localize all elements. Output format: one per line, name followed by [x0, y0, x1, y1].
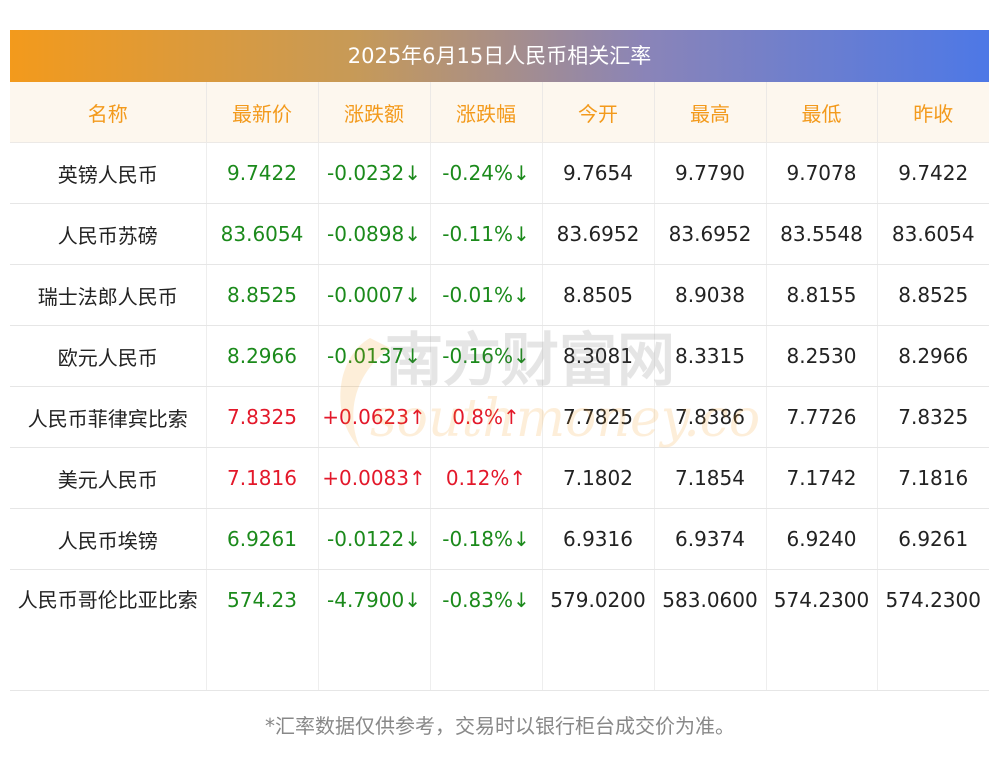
- row-change: -0.0898↓: [317, 203, 430, 265]
- row-name: 人民币哥伦比亚比索: [10, 569, 206, 691]
- row-low: 574.2300: [765, 569, 877, 691]
- footnote: *汇率数据仅供参考，交易时以银行柜台成交价为准。: [265, 714, 735, 738]
- table-row: 人民币埃镑 6.9261 -0.0122↓ -0.18%↓ 6.9316 6.9…: [10, 508, 989, 570]
- row-change-pct: 0.8%↑: [429, 386, 542, 448]
- row-high: 7.1854: [653, 447, 766, 509]
- table-row: 欧元人民币 8.2966 -0.0137↓ -0.16%↓ 8.3081 8.3…: [10, 325, 989, 387]
- row-open: 8.3081: [541, 325, 654, 387]
- rates-panel: 2025年6月15日人民币相关汇率 名称 最新价 涨跌额 涨跌幅 今开 最高 最…: [10, 30, 989, 691]
- row-high: 8.3315: [653, 325, 766, 387]
- row-low: 9.7078: [765, 142, 877, 204]
- row-change: +0.0623↑: [317, 386, 430, 448]
- row-low: 7.1742: [765, 447, 877, 509]
- row-latest: 83.6054: [205, 203, 318, 265]
- row-open: 8.8505: [541, 264, 654, 326]
- row-change: +0.0083↑: [317, 447, 430, 509]
- table-row: 人民币苏磅 83.6054 -0.0898↓ -0.11%↓ 83.6952 8…: [10, 203, 989, 265]
- table-row: 人民币菲律宾比索 7.8325 +0.0623↑ 0.8%↑ 7.7825 7.…: [10, 386, 989, 448]
- header-prev-close: 昨收: [876, 82, 989, 143]
- row-latest: 8.8525: [205, 264, 318, 326]
- row-open: 6.9316: [541, 508, 654, 570]
- row-latest: 9.7422: [205, 142, 318, 204]
- row-prev-close: 7.8325: [876, 386, 989, 448]
- table-row: 瑞士法郎人民币 8.8525 -0.0007↓ -0.01%↓ 8.8505 8…: [10, 264, 989, 326]
- row-prev-close: 83.6054: [876, 203, 989, 265]
- row-latest: 574.23: [205, 569, 318, 691]
- row-prev-close: 6.9261: [876, 508, 989, 570]
- row-open: 7.7825: [541, 386, 654, 448]
- row-prev-close: 8.8525: [876, 264, 989, 326]
- header-change-pct: 涨跌幅: [429, 82, 542, 143]
- row-change: -4.7900↓: [317, 569, 430, 691]
- row-latest: 7.1816: [205, 447, 318, 509]
- row-latest: 7.8325: [205, 386, 318, 448]
- table-title: 2025年6月15日人民币相关汇率: [10, 30, 989, 82]
- row-change-pct: -0.83%↓: [429, 569, 542, 691]
- row-change: -0.0122↓: [317, 508, 430, 570]
- row-open: 83.6952: [541, 203, 654, 265]
- row-change-pct: -0.24%↓: [429, 142, 542, 204]
- row-high: 8.9038: [653, 264, 766, 326]
- row-name: 人民币苏磅: [10, 203, 206, 265]
- row-name: 美元人民币: [10, 447, 206, 509]
- row-change-pct: -0.01%↓: [429, 264, 542, 326]
- row-prev-close: 574.2300: [876, 569, 989, 691]
- row-change: -0.0137↓: [317, 325, 430, 387]
- row-low: 8.8155: [765, 264, 877, 326]
- row-high: 6.9374: [653, 508, 766, 570]
- row-latest: 6.9261: [205, 508, 318, 570]
- row-name: 人民币埃镑: [10, 508, 206, 570]
- row-low: 8.2530: [765, 325, 877, 387]
- row-name: 英镑人民币: [10, 142, 206, 204]
- header-change: 涨跌额: [317, 82, 430, 143]
- row-open: 579.0200: [541, 569, 654, 691]
- row-prev-close: 8.2966: [876, 325, 989, 387]
- row-prev-close: 9.7422: [876, 142, 989, 204]
- row-latest: 8.2966: [205, 325, 318, 387]
- row-name: 人民币菲律宾比索: [10, 386, 206, 448]
- row-low: 6.9240: [765, 508, 877, 570]
- header-low: 最低: [765, 82, 877, 143]
- row-change-pct: -0.16%↓: [429, 325, 542, 387]
- row-name: 瑞士法郎人民币: [10, 264, 206, 326]
- table-row: 英镑人民币 9.7422 -0.0232↓ -0.24%↓ 9.7654 9.7…: [10, 142, 989, 204]
- row-high: 83.6952: [653, 203, 766, 265]
- row-change: -0.0232↓: [317, 142, 430, 204]
- row-high: 583.0600: [653, 569, 766, 691]
- header-open: 今开: [541, 82, 654, 143]
- row-open: 9.7654: [541, 142, 654, 204]
- row-change-pct: -0.18%↓: [429, 508, 542, 570]
- row-low: 83.5548: [765, 203, 877, 265]
- row-prev-close: 7.1816: [876, 447, 989, 509]
- row-change-pct: 0.12%↑: [429, 447, 542, 509]
- header-name: 名称: [10, 82, 206, 143]
- rates-table: 名称 最新价 涨跌额 涨跌幅 今开 最高 最低 昨收 英镑人民币 9.7422 …: [10, 82, 989, 691]
- table-row: 人民币哥伦比亚比索 574.23 -4.7900↓ -0.83%↓ 579.02…: [10, 569, 989, 691]
- row-open: 7.1802: [541, 447, 654, 509]
- row-name: 欧元人民币: [10, 325, 206, 387]
- header-latest: 最新价: [205, 82, 318, 143]
- row-high: 7.8386: [653, 386, 766, 448]
- header-high: 最高: [653, 82, 766, 143]
- row-high: 9.7790: [653, 142, 766, 204]
- table-row: 美元人民币 7.1816 +0.0083↑ 0.12%↑ 7.1802 7.18…: [10, 447, 989, 509]
- header-row: 名称 最新价 涨跌额 涨跌幅 今开 最高 最低 昨收: [10, 82, 989, 143]
- row-low: 7.7726: [765, 386, 877, 448]
- row-change: -0.0007↓: [317, 264, 430, 326]
- row-change-pct: -0.11%↓: [429, 203, 542, 265]
